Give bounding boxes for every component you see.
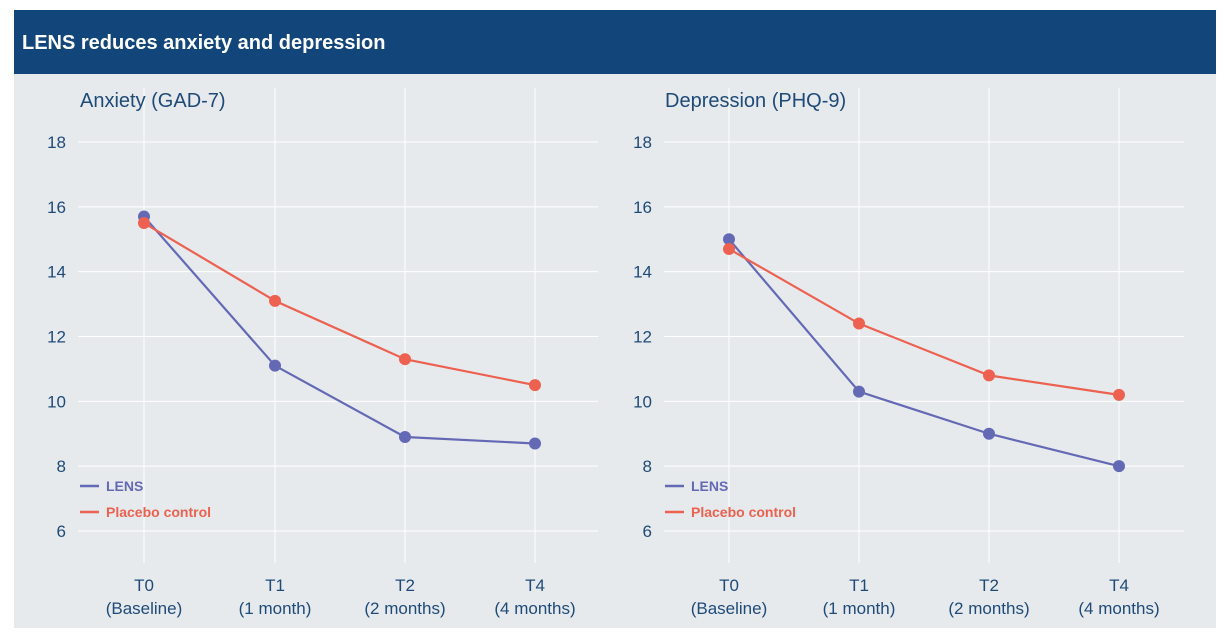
panel-2-lens-line <box>728 238 1120 468</box>
panel-1-legend-placebo-control-label: Placebo control <box>106 504 211 520</box>
panel-2-x-tick-4-sublabel: (4 months) <box>1078 599 1159 618</box>
panel-2-title: Depression (PHQ-9) <box>665 90 846 112</box>
panel-2-lens-point-2 <box>853 385 865 398</box>
panel-1-placebo-control-point-4 <box>529 379 541 392</box>
figure-title: LENS reduces anxiety and depression <box>22 32 386 54</box>
panel-2-placebo-control-point-3 <box>983 369 995 382</box>
panel-1-lens-point-4 <box>529 437 541 450</box>
figure-header: LENS reduces anxiety and depression <box>14 10 1216 74</box>
panel-1-x-tick-4-label: T4 <box>525 576 545 595</box>
panel-2-lens-point-3 <box>983 427 995 440</box>
panel-2-y-tick-12: 12 <box>633 328 652 347</box>
panel-1-x-tick-3-label: T2 <box>395 576 415 595</box>
panel-2-x-tick-4-label: T4 <box>1109 576 1129 595</box>
panel-1-x-tick-2-sublabel: (1 month) <box>239 599 312 618</box>
panel-2-legend-lens-label: LENS <box>691 478 728 494</box>
panel-2-y-tick-8: 8 <box>643 457 652 476</box>
panel-1-y-tick-16: 16 <box>47 198 66 217</box>
panel-2-y-tick-16: 16 <box>633 198 652 217</box>
panel-2-lens-point-1 <box>723 233 735 246</box>
panel-2-y-tick-14: 14 <box>633 263 652 282</box>
panel-1-lens-point-2 <box>269 359 281 372</box>
panel-1-legend-lens-label: LENS <box>106 478 143 494</box>
panel-1-y-tick-18: 18 <box>47 133 66 152</box>
panel-1-x-tick-4-sublabel: (4 months) <box>494 599 575 618</box>
panel-1-x-tick-1-label: T0 <box>134 576 154 595</box>
panel-1-y-tick-10: 10 <box>47 392 66 411</box>
panel-2-placebo-control-point-1 <box>723 242 735 255</box>
charts-canvas: Anxiety (GAD-7) 6 8 10 12 14 16 18 T0 (Baseline) T… <box>47 88 1184 618</box>
panel-2-placebo-control-point-2 <box>853 317 865 330</box>
panel-1-y-tick-8: 8 <box>57 457 66 476</box>
panel-1-lens-line <box>143 215 536 445</box>
figure-frame: LENS reduces anxiety and depression Anxi… <box>14 10 1216 628</box>
panel-1-placebo-control-point-2 <box>269 294 281 307</box>
panel-1-placebo-control-line <box>143 222 536 387</box>
panel-1-y-tick-14: 14 <box>47 263 66 282</box>
panel-2-x-tick-1-sublabel: (Baseline) <box>691 599 768 618</box>
panel-2-y-tick-6: 6 <box>643 522 652 541</box>
panel-1-x-tick-1-sublabel: (Baseline) <box>106 599 183 618</box>
panel-1-placebo-control-point-1 <box>138 217 150 230</box>
panel-2-y-tick-18: 18 <box>633 133 652 152</box>
panel-2-x-tick-3-sublabel: (2 months) <box>948 599 1029 618</box>
panel-1-y-tick-12: 12 <box>47 328 66 347</box>
panel-1-x-tick-3-sublabel: (2 months) <box>364 599 445 618</box>
panel-2-placebo-control-line <box>728 248 1120 396</box>
panel-2-legend-placebo-control-label: Placebo control <box>691 504 796 520</box>
panel-1-y-tick-6: 6 <box>57 522 66 541</box>
panel-1-x-tick-2-label: T1 <box>265 576 285 595</box>
panel-2-placebo-control-point-4 <box>1113 388 1125 401</box>
panel-1-placebo-control-point-3 <box>399 353 411 366</box>
panel-2-x-tick-2-label: T1 <box>849 576 869 595</box>
panel-1-lens-point-3 <box>399 430 411 443</box>
panel-2-y-tick-10: 10 <box>633 392 652 411</box>
panel-2-x-tick-1-label: T0 <box>719 576 739 595</box>
panel-2-lens-point-4 <box>1113 460 1125 473</box>
panel-2-x-tick-3-label: T2 <box>979 576 999 595</box>
panel-1-title: Anxiety (GAD-7) <box>80 90 226 112</box>
panel-2-x-tick-2-sublabel: (1 month) <box>823 599 896 618</box>
